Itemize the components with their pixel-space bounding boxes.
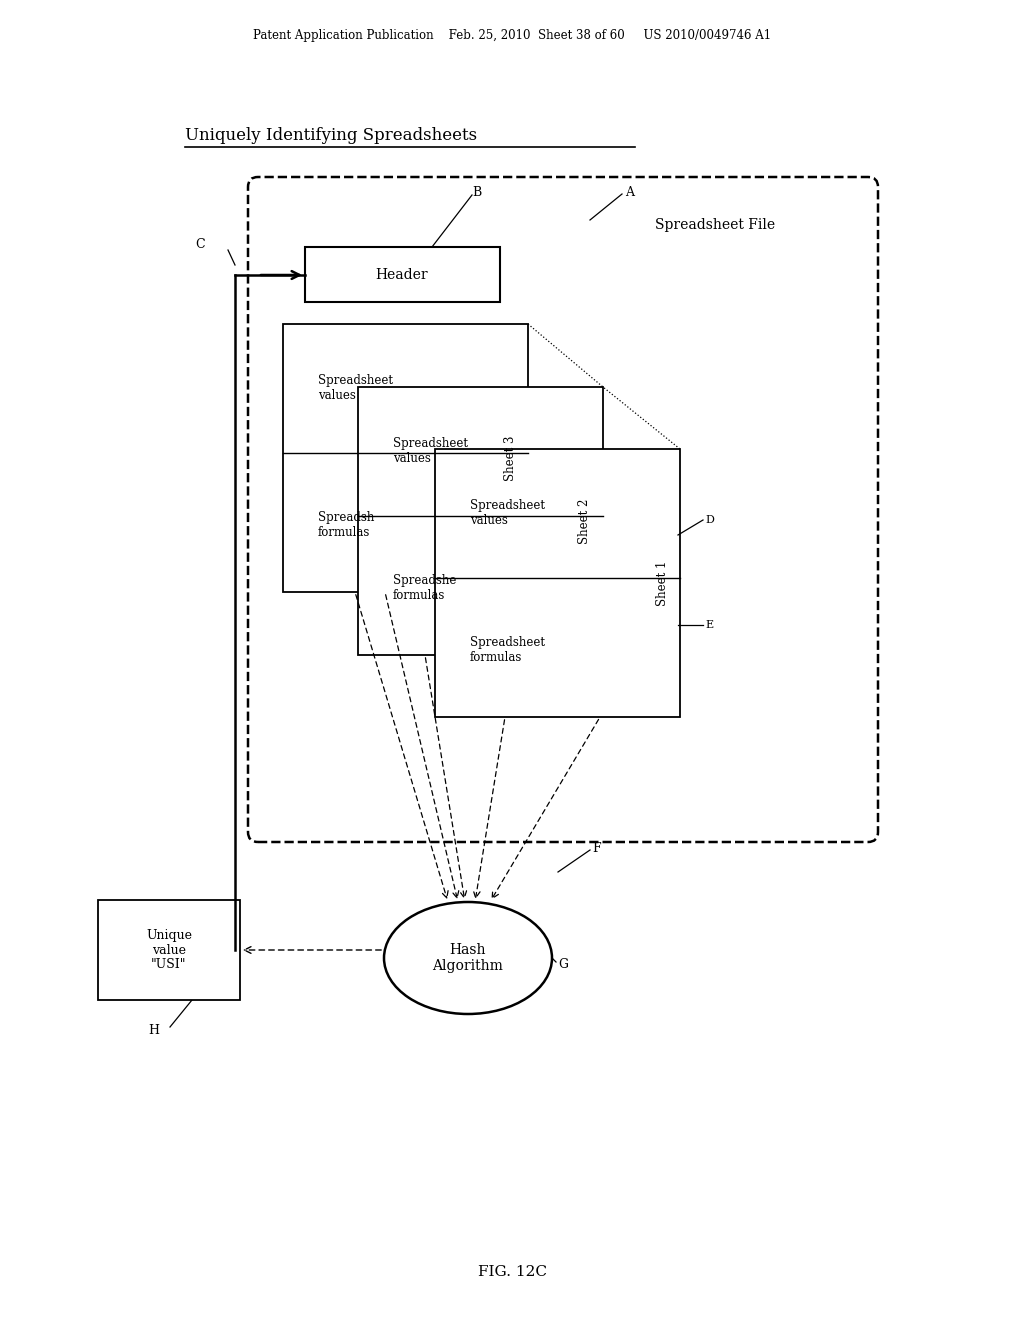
Bar xyxy=(98,900,240,1001)
Bar xyxy=(305,247,500,302)
Text: Spreadsheet
formulas: Spreadsheet formulas xyxy=(470,636,545,664)
Text: Spreadsheet
values: Spreadsheet values xyxy=(393,437,468,466)
Text: B: B xyxy=(472,186,481,198)
Text: Spreadshe
formulas: Spreadshe formulas xyxy=(393,574,457,602)
Text: F: F xyxy=(592,842,601,854)
Text: Spreadsheet
values: Spreadsheet values xyxy=(318,375,393,403)
Text: Unique
value
"USI": Unique value "USI" xyxy=(146,928,193,972)
Bar xyxy=(435,449,680,717)
Text: Sheet 2: Sheet 2 xyxy=(579,499,592,544)
Text: Uniquely Identifying Spreadsheets: Uniquely Identifying Spreadsheets xyxy=(185,127,477,144)
FancyBboxPatch shape xyxy=(248,177,878,842)
Text: Sheet 3: Sheet 3 xyxy=(504,436,516,480)
Text: E: E xyxy=(705,620,713,630)
Text: G: G xyxy=(558,958,568,972)
Bar xyxy=(358,387,603,655)
Text: Spreadsh
formulas: Spreadsh formulas xyxy=(318,511,375,539)
Ellipse shape xyxy=(384,902,552,1014)
Text: C: C xyxy=(195,239,205,252)
Text: Sheet 1: Sheet 1 xyxy=(655,560,669,606)
Text: Patent Application Publication    Feb. 25, 2010  Sheet 38 of 60     US 2010/0049: Patent Application Publication Feb. 25, … xyxy=(253,29,771,41)
Text: A: A xyxy=(625,186,634,198)
Text: FIG. 12C: FIG. 12C xyxy=(477,1265,547,1279)
Text: Spreadsheet File: Spreadsheet File xyxy=(655,218,775,232)
Text: Spreadsheet
values: Spreadsheet values xyxy=(470,499,545,527)
Text: D: D xyxy=(705,515,714,525)
Text: Hash
Algorithm: Hash Algorithm xyxy=(432,942,504,973)
Text: H: H xyxy=(148,1023,159,1036)
Bar xyxy=(283,323,528,591)
Text: Header: Header xyxy=(376,268,428,282)
